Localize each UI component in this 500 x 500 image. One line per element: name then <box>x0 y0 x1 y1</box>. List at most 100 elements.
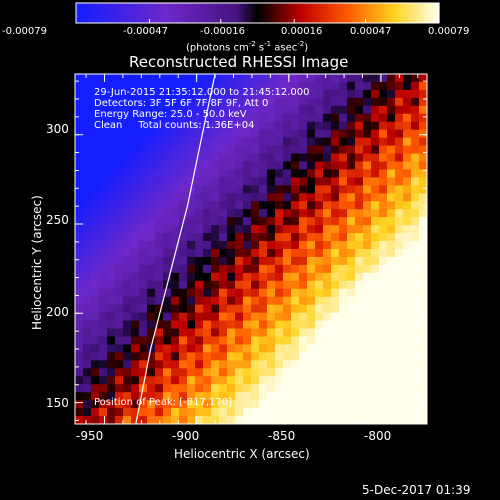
heatmap-cell <box>243 145 252 155</box>
colorbar-segment <box>433 3 437 23</box>
colorbar-segment <box>403 3 407 23</box>
heatmap-cell <box>139 121 148 131</box>
x-axis-ticks <box>85 74 419 424</box>
heatmap-cell <box>291 288 300 298</box>
heatmap-cell <box>99 416 108 425</box>
heatmap-cell <box>211 249 220 258</box>
heatmap-cell <box>363 153 372 162</box>
heatmap-cell <box>179 241 188 250</box>
heatmap-cell <box>203 352 212 361</box>
heatmap-cell <box>403 408 412 417</box>
heatmap-cell <box>403 201 412 210</box>
solar-limb-layer <box>135 73 216 425</box>
heatmap-cell <box>211 352 220 361</box>
heatmap-cell <box>355 161 364 170</box>
heatmap-cell <box>235 408 244 417</box>
heatmap-cell <box>371 185 380 194</box>
heatmap-cell <box>131 145 140 155</box>
heatmap-cell <box>379 272 388 282</box>
heatmap-cell <box>91 376 100 385</box>
colorbar-segment <box>391 3 395 23</box>
heatmap-cell <box>219 137 228 147</box>
heatmap-cell <box>403 145 412 155</box>
heatmap-cell <box>283 241 292 250</box>
heatmap-cell <box>211 376 220 385</box>
colorbar-segment <box>247 3 251 23</box>
heatmap-cell <box>347 153 356 162</box>
heatmap-cell <box>75 89 84 99</box>
heatmap-cell <box>419 256 428 266</box>
heatmap-cell <box>323 272 332 282</box>
heatmap-cell <box>251 153 260 162</box>
heatmap-cell <box>83 280 92 290</box>
heatmap-cell <box>339 209 348 218</box>
heatmap-cell <box>315 193 324 202</box>
heatmap-cell <box>219 113 228 123</box>
heatmap-cell <box>259 177 268 186</box>
heatmap-cell <box>235 416 244 425</box>
heatmap-cell <box>75 97 84 107</box>
heatmap-cell <box>219 296 228 306</box>
heatmap-cell <box>139 336 148 345</box>
heatmap-cell <box>307 384 316 393</box>
heatmap-cell <box>275 209 284 218</box>
heatmap-cell <box>235 233 244 242</box>
heatmap-cell <box>315 105 324 115</box>
heatmap-cell <box>211 225 220 234</box>
heatmap-cell <box>339 201 348 210</box>
heatmap-cell <box>355 352 364 361</box>
heatmap-cell <box>363 296 372 306</box>
heatmap-cell <box>323 249 332 258</box>
heatmap-cell <box>395 272 404 282</box>
heatmap-cell <box>195 272 204 282</box>
colorbar-segment <box>343 3 347 23</box>
heatmap-cell <box>131 193 140 202</box>
heatmap-cell <box>131 209 140 218</box>
heatmap-cell <box>251 121 260 131</box>
heatmap-cell <box>387 328 396 337</box>
heatmap-cell <box>75 328 84 337</box>
heatmap-cell <box>275 288 284 298</box>
colorbar-segment <box>322 3 326 23</box>
heatmap-cell <box>99 193 108 202</box>
heatmap-cell <box>387 264 396 274</box>
heatmap-cell <box>307 105 316 115</box>
heatmap-cell <box>123 304 132 314</box>
heatmap-cell <box>387 105 396 115</box>
heatmap-cell <box>419 360 428 369</box>
heatmap-cell <box>275 400 284 409</box>
heatmap-cell <box>339 121 348 131</box>
heatmap-cell <box>363 376 372 385</box>
heatmap-cell <box>115 376 124 385</box>
heatmap-cell <box>291 233 300 242</box>
heatmap-cell <box>339 296 348 306</box>
heatmap-cell <box>411 336 420 345</box>
heatmap-cell <box>187 113 196 123</box>
heatmap-cell <box>419 97 428 107</box>
heatmap-cell <box>243 177 252 186</box>
heatmap-cell <box>155 121 164 131</box>
heatmap-cell <box>387 376 396 385</box>
heatmap-cell <box>331 89 340 99</box>
heatmap-cell <box>155 384 164 393</box>
heatmap-cell <box>299 288 308 298</box>
heatmap-cell <box>387 384 396 393</box>
heatmap-cell <box>395 360 404 369</box>
heatmap-cell <box>163 249 172 258</box>
colorbar-segment <box>151 3 155 23</box>
heatmap-cell <box>371 360 380 369</box>
heatmap-cell <box>299 89 308 99</box>
heatmap-cell <box>251 296 260 306</box>
heatmap-cell <box>291 129 300 139</box>
heatmap-cell <box>195 312 204 322</box>
heatmap-cell <box>291 344 300 353</box>
heatmap-cell <box>315 416 324 425</box>
heatmap-cell <box>307 392 316 401</box>
heatmap-cell <box>299 352 308 361</box>
heatmap-cell <box>179 209 188 218</box>
heatmap-cell <box>331 121 340 131</box>
heatmap-cell <box>227 304 236 314</box>
heatmap-cell <box>171 320 180 330</box>
heatmap-cell <box>179 169 188 178</box>
heatmap-cell <box>363 272 372 282</box>
